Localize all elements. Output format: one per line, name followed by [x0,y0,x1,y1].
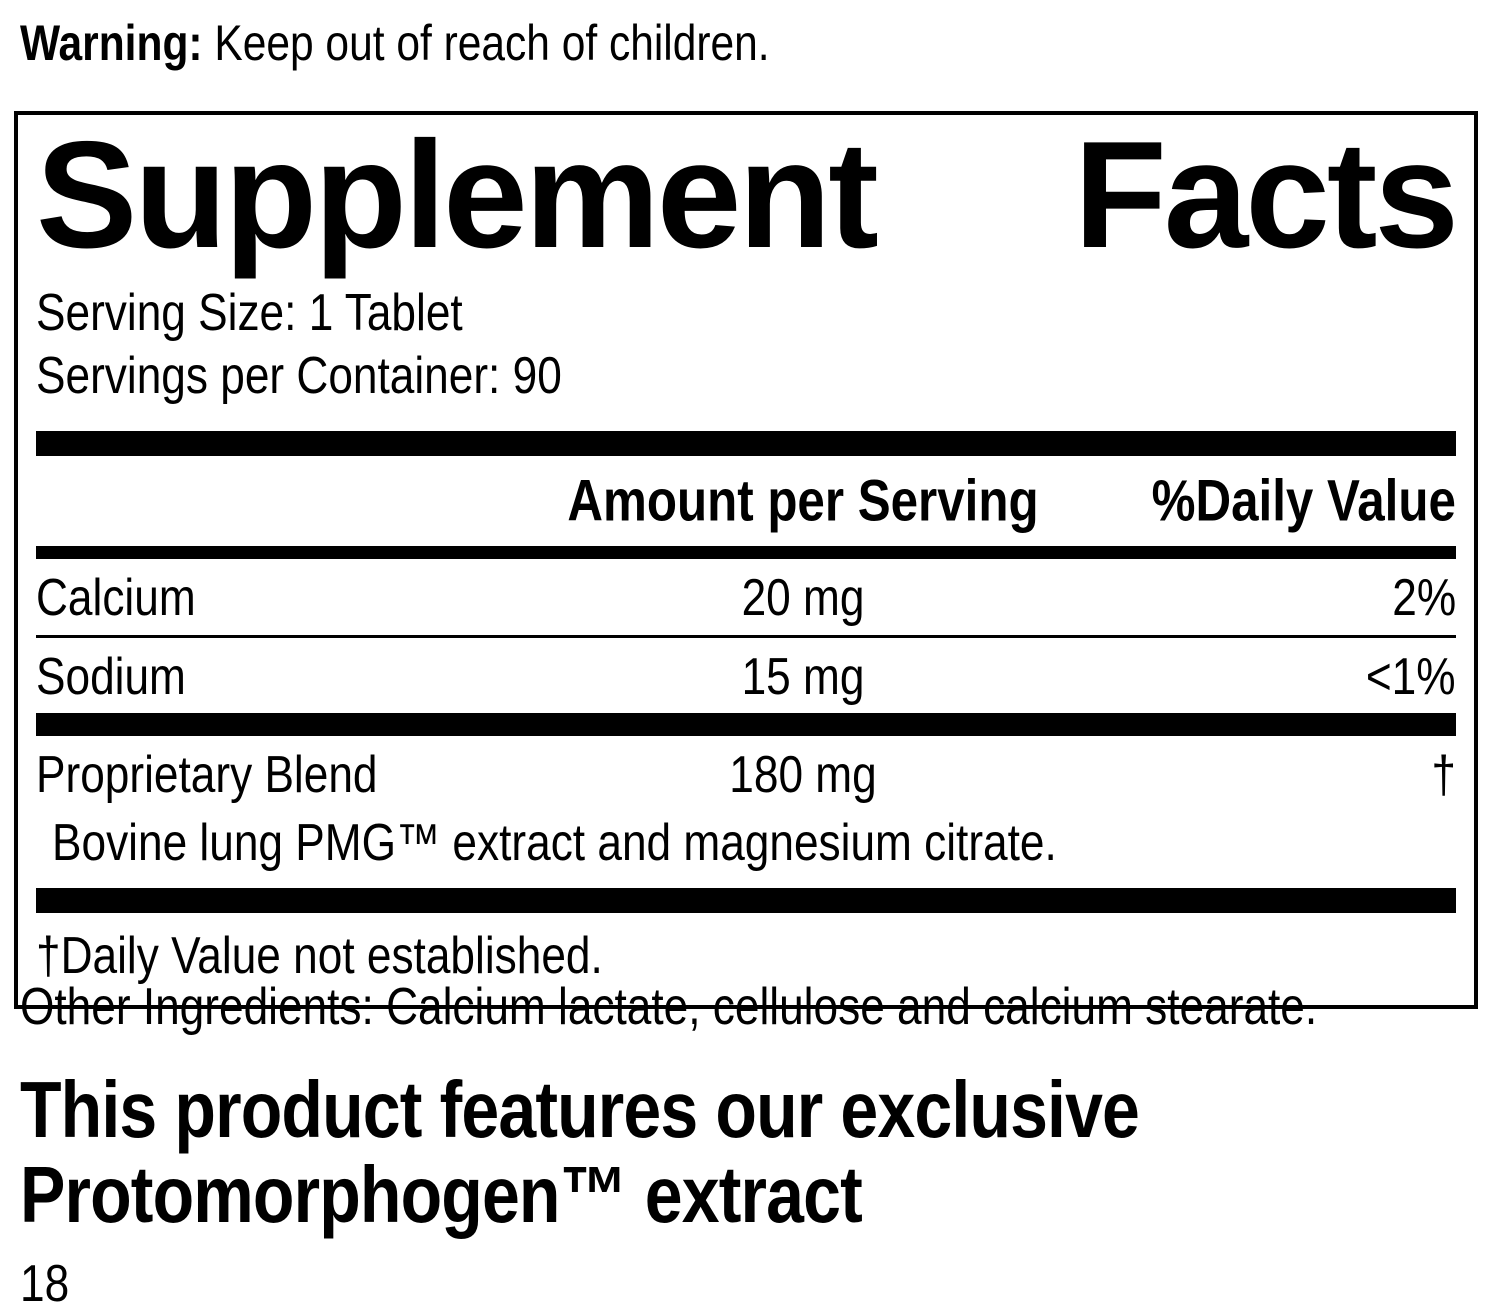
warning-text: Keep out of reach of children. [202,15,770,71]
table-row-calcium: Calcium 20 mg 2% [36,559,1456,638]
nutrient-name: Sodium [36,647,186,706]
warning-label: Warning: [20,15,203,71]
table-row-sodium: Sodium 15 mg <1% [36,638,1456,714]
nutrient-dv: 2% [1392,568,1456,627]
divider-bar-above-footnote [36,888,1456,914]
feature-heading-line1: This product features our exclusive [20,1065,1140,1154]
nutrient-name: Calcium [36,568,196,627]
nutrient-dv: <1% [1366,647,1456,706]
feature-heading: This product features our exclusive Prot… [20,1065,1336,1239]
nutrient-dv dagger-symbol: † [1431,746,1456,805]
supplement-label: Warning: Keep out of reach of children. … [0,16,1500,1308]
serving-info: Serving Size: 1 Tablet Servings per Cont… [36,282,1456,409]
column-header-row: Amount per Serving %Daily Value [36,456,1456,546]
nutrient-name: Proprietary Blend [36,746,378,805]
serving-size-line: Serving Size: 1 Tablet [36,283,463,342]
panel-title-word-facts: Facts [1073,110,1459,280]
servings-per-container-line: Servings per Container: 90 [36,347,562,406]
table-row-proprietary-blend: Proprietary Blend 180 mg † [36,736,1456,812]
amount-per-serving-header: Amount per Serving [567,468,1039,534]
panel-title: Supplement Facts [36,110,1459,280]
daily-value-header: %Daily Value [1151,468,1456,534]
supplement-facts-panel: Supplement Facts Serving Size: 1 Tablet … [14,111,1478,1009]
divider-bar-top [36,430,1456,456]
blend-description: Bovine lung PMG™ extract and magnesium c… [52,814,1057,873]
divider-bar-above-blend [36,713,1456,737]
nutrient-amount: 15 mg [741,647,865,706]
feature-heading-line2: Protomorphogen™ extract [20,1149,863,1239]
divider-bar-under-header [36,545,1456,559]
other-ingredients-line: Other Ingredients: Calcium lactate, cell… [20,978,1318,1036]
daily-value-footnote: †Daily Value not established. [36,927,603,986]
panel-title-word-supplement: Supplement [36,110,879,280]
page-number: 18 [20,1255,70,1308]
warning-line: Warning: Keep out of reach of children. [20,16,1500,71]
nutrient-amount: 20 mg [741,568,865,627]
nutrient-amount: 180 mg [729,746,877,805]
